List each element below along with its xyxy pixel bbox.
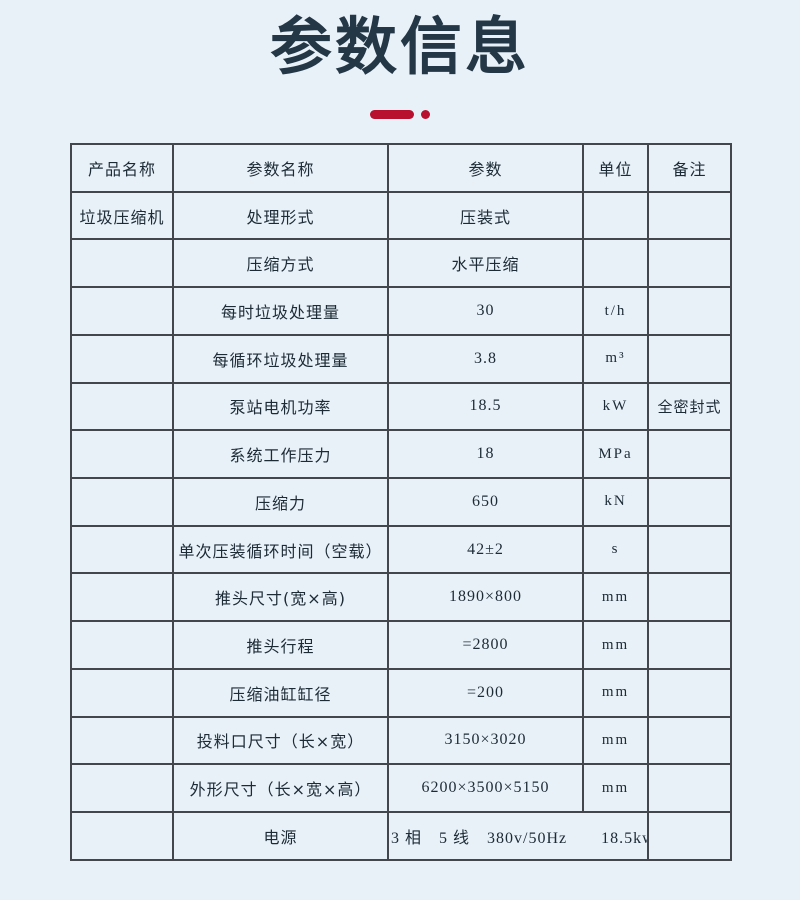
- param-value-cell: 水平压缩: [387, 238, 584, 289]
- param-name-cell: 每循环垃圾处理量: [172, 333, 389, 384]
- note-cell: [647, 429, 732, 480]
- param-name-cell: 单次压装循环时间（空载）: [172, 524, 389, 575]
- product-name-cell: [70, 286, 174, 336]
- param-name-cell: 压缩力: [172, 477, 389, 527]
- table-row: 每时垃圾处理量 30 t/h: [70, 286, 732, 336]
- unit-cell: m³: [582, 333, 649, 384]
- product-name-cell: [70, 763, 174, 814]
- note-cell: [647, 667, 732, 718]
- param-name-cell: 推头尺寸(宽×高): [172, 572, 389, 623]
- note-cell: [647, 620, 732, 670]
- table-row: 推头尺寸(宽×高) 1890×800 mm: [70, 572, 732, 623]
- title-divider: [0, 110, 800, 119]
- param-value-cell: 30: [387, 286, 584, 336]
- product-name-cell: [70, 333, 174, 384]
- column-header-param-name: 参数名称: [172, 143, 389, 193]
- product-name-cell: [70, 381, 174, 432]
- divider-dash-icon: [370, 110, 414, 119]
- product-name-cell: [70, 429, 174, 480]
- unit-cell: [582, 238, 649, 289]
- table-row: 压缩力 650 kN: [70, 477, 732, 527]
- product-name-cell: [70, 715, 174, 766]
- parameter-table: 产品名称 参数名称 参数 单位 备注 垃圾压缩机 处理形式 压装式 压缩方式 水…: [70, 143, 732, 861]
- table-row: 单次压装循环时间（空载） 42±2 s: [70, 524, 732, 575]
- table-row: 系统工作压力 18 MPa: [70, 429, 732, 480]
- note-cell: [647, 715, 732, 766]
- param-value-cell: 3.8: [387, 333, 584, 384]
- param-name-cell: 压缩油缸缸径: [172, 667, 389, 718]
- param-value-cell: =200: [387, 667, 584, 718]
- param-value-cell: 42±2: [387, 524, 584, 575]
- param-value-cell-merged: 3 相 5 线 380v/50Hz 18.5kw: [387, 811, 649, 861]
- unit-cell: s: [582, 524, 649, 575]
- product-name-cell: [70, 572, 174, 623]
- note-cell: 全密封式: [647, 381, 732, 432]
- product-name-cell: 垃圾压缩机: [70, 190, 174, 241]
- note-cell: [647, 763, 732, 814]
- product-name-cell: [70, 667, 174, 718]
- param-name-cell: 处理形式: [172, 190, 389, 241]
- unit-cell: mm: [582, 572, 649, 623]
- unit-cell: kN: [582, 477, 649, 527]
- table-row: 泵站电机功率 18.5 kW 全密封式: [70, 381, 732, 432]
- page-title: 参数信息: [269, 10, 530, 83]
- table-row: 压缩方式 水平压缩: [70, 238, 732, 289]
- note-cell: [647, 524, 732, 575]
- column-header-unit: 单位: [582, 143, 649, 193]
- param-name-cell: 外形尺寸（长×宽×高）: [172, 763, 389, 814]
- param-value-cell: 650: [387, 477, 584, 527]
- table-row-power: 电源 3 相 5 线 380v/50Hz 18.5kw: [70, 811, 732, 861]
- unit-cell: kW: [582, 381, 649, 432]
- note-cell: [647, 572, 732, 623]
- param-name-cell: 系统工作压力: [172, 429, 389, 480]
- note-cell: [647, 190, 732, 241]
- unit-cell: mm: [582, 715, 649, 766]
- note-cell: [647, 286, 732, 336]
- table-row: 每循环垃圾处理量 3.8 m³: [70, 333, 732, 384]
- product-name-cell: [70, 811, 174, 861]
- param-value-cell: 压装式: [387, 190, 584, 241]
- note-cell: [647, 238, 732, 289]
- column-header-note: 备注: [647, 143, 732, 193]
- unit-cell: mm: [582, 620, 649, 670]
- note-cell: [647, 811, 732, 861]
- column-header-param: 参数: [387, 143, 584, 193]
- param-name-cell: 泵站电机功率: [172, 381, 389, 432]
- unit-cell: MPa: [582, 429, 649, 480]
- table-row: 推头行程 =2800 mm: [70, 620, 732, 670]
- divider-dot-icon: [421, 110, 430, 119]
- table-row: 投料口尺寸（长×宽） 3150×3020 mm: [70, 715, 732, 766]
- param-value-cell: =2800: [387, 620, 584, 670]
- table-row: 压缩油缸缸径 =200 mm: [70, 667, 732, 718]
- table-header-row: 产品名称 参数名称 参数 单位 备注: [70, 143, 732, 193]
- unit-cell: t/h: [582, 286, 649, 336]
- unit-cell: mm: [582, 667, 649, 718]
- param-name-cell: 推头行程: [172, 620, 389, 670]
- param-name-cell: 电源: [172, 811, 389, 861]
- param-value-cell: 1890×800: [387, 572, 584, 623]
- unit-cell: mm: [582, 763, 649, 814]
- column-header-product: 产品名称: [70, 143, 174, 193]
- param-name-cell: 投料口尺寸（长×宽）: [172, 715, 389, 766]
- product-name-cell: [70, 620, 174, 670]
- param-name-cell: 每时垃圾处理量: [172, 286, 389, 336]
- param-value-cell: 6200×3500×5150: [387, 763, 584, 814]
- param-value-cell: 18.5: [387, 381, 584, 432]
- unit-cell: [582, 190, 649, 241]
- param-value-cell: 3150×3020: [387, 715, 584, 766]
- table-row: 外形尺寸（长×宽×高） 6200×3500×5150 mm: [70, 763, 732, 814]
- note-cell: [647, 333, 732, 384]
- param-name-cell: 压缩方式: [172, 238, 389, 289]
- table-row: 垃圾压缩机 处理形式 压装式: [70, 190, 732, 241]
- product-name-cell: [70, 238, 174, 289]
- product-name-cell: [70, 477, 174, 527]
- param-value-cell: 18: [387, 429, 584, 480]
- note-cell: [647, 477, 732, 527]
- product-name-cell: [70, 524, 174, 575]
